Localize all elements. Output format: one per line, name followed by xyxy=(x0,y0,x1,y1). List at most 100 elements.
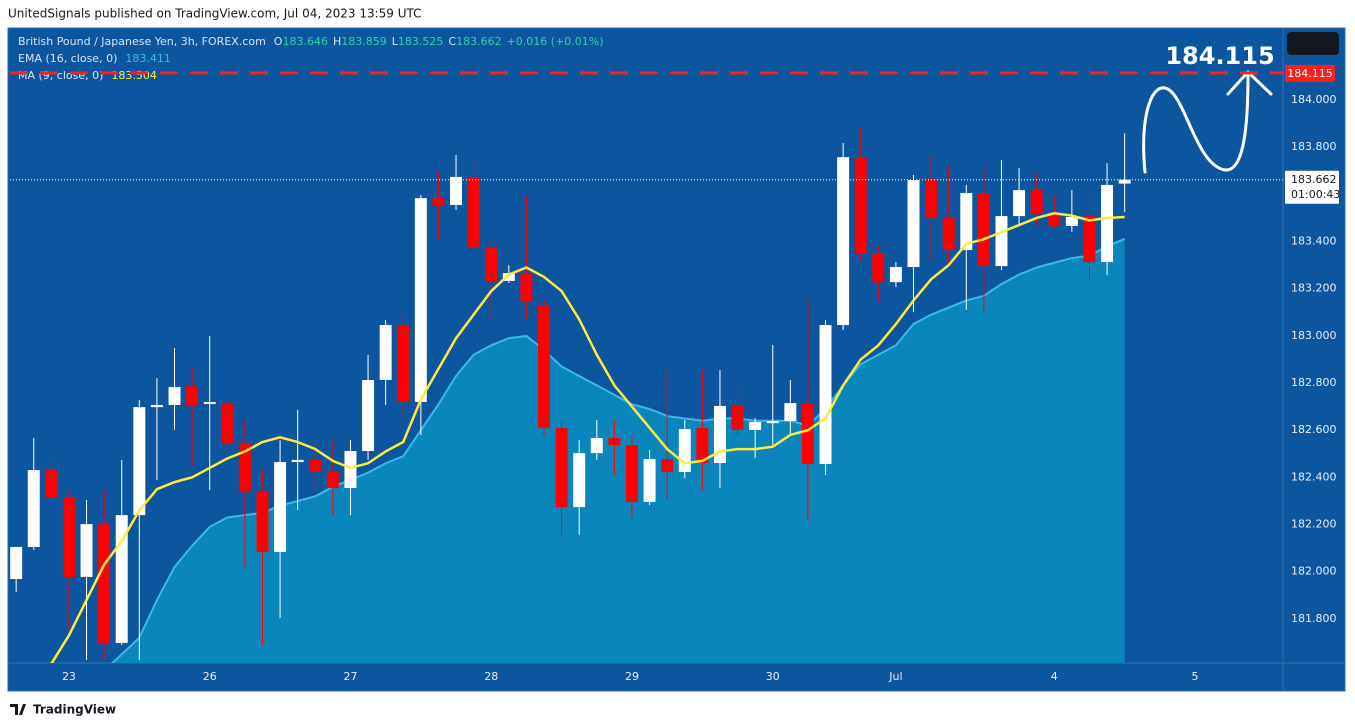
legend-value: 183.504 xyxy=(111,69,157,82)
target-annotation: 184.115 xyxy=(1165,42,1274,70)
candle-body xyxy=(801,403,814,464)
x-tick-label: 30 xyxy=(766,670,780,683)
ohlc-value: 183.646 xyxy=(282,35,328,48)
y-tick-label: 182.600 xyxy=(1291,423,1337,436)
candle-body xyxy=(1048,213,1061,226)
candle-body xyxy=(115,515,128,643)
legend-name: MA (9, close, 0) xyxy=(18,69,103,82)
candle-body xyxy=(467,176,480,247)
candle-body xyxy=(1083,215,1096,263)
candle-body xyxy=(203,401,216,405)
candle-body xyxy=(960,192,973,251)
countdown: 01:00:43 xyxy=(1291,188,1340,201)
ohlc-value: 183.859 xyxy=(341,35,387,48)
candle-body xyxy=(80,524,93,577)
candle-body xyxy=(1030,190,1043,214)
legend-name: EMA (16, close, 0) xyxy=(18,52,117,65)
price-tag-label: 183.662 xyxy=(1291,173,1337,186)
candle-body xyxy=(696,428,709,464)
y-tick-label: 184.000 xyxy=(1291,93,1337,106)
candle-body xyxy=(309,459,322,472)
candle-body xyxy=(590,438,603,454)
y-tick-label: 182.000 xyxy=(1291,565,1337,578)
x-tick-label: 5 xyxy=(1192,670,1199,683)
candle-body xyxy=(326,471,339,489)
x-tick-label: 23 xyxy=(62,670,76,683)
candle-body xyxy=(274,462,287,552)
brand-logo xyxy=(10,704,26,715)
candle-body xyxy=(1065,217,1078,226)
candle-body xyxy=(502,273,515,281)
overlay-box xyxy=(1287,32,1339,55)
candle-body xyxy=(977,192,990,267)
candle-body xyxy=(362,379,375,451)
x-tick-label: 27 xyxy=(343,670,357,683)
candle-body xyxy=(907,179,920,268)
candle-body xyxy=(397,325,410,402)
ohlc-letter: H xyxy=(333,35,341,48)
y-tick-label: 182.800 xyxy=(1291,376,1337,389)
candle-body xyxy=(643,458,656,502)
ohlc-letter: O xyxy=(274,35,283,48)
candle-body xyxy=(942,217,955,251)
ohlc-value: 183.525 xyxy=(398,35,444,48)
candle-body xyxy=(168,387,181,405)
ema-line xyxy=(110,238,1126,663)
x-tick-label: 28 xyxy=(484,670,498,683)
plot-area xyxy=(10,128,1131,663)
legend-ma: MA (9, close, 0) 183.504 xyxy=(18,69,157,82)
candle-body xyxy=(819,325,832,464)
y-tick-label: 182.200 xyxy=(1291,518,1337,531)
candle-body xyxy=(749,421,762,430)
candle-body xyxy=(995,216,1008,267)
candle-body xyxy=(731,405,744,430)
axes: 181.800 182.000 182.200 182.400 182.600 182.8… xyxy=(62,93,1337,683)
candle-body xyxy=(1013,190,1026,217)
x-tick-label: 4 xyxy=(1051,670,1058,683)
candle-body xyxy=(889,267,902,283)
candle-body xyxy=(837,157,850,326)
candle-body xyxy=(150,404,163,408)
change: +0.016 (+0.01%) xyxy=(507,35,604,48)
candle-body xyxy=(872,253,885,283)
candle-body xyxy=(133,407,146,516)
candle-body xyxy=(98,524,111,643)
candle-body xyxy=(1118,179,1131,184)
candle-body xyxy=(238,442,251,493)
candle-body xyxy=(485,246,498,283)
candle-body xyxy=(608,438,621,446)
candle-body xyxy=(450,176,463,205)
target-tag-label: 184.115 xyxy=(1287,67,1333,80)
candle-body xyxy=(555,428,568,508)
candle-body xyxy=(186,386,199,405)
ma-line xyxy=(50,211,1125,663)
candle-body xyxy=(414,198,427,402)
target-tag xyxy=(1285,64,1335,82)
candle-body xyxy=(713,405,726,464)
candle-body xyxy=(626,445,638,502)
brand-name: TradingView xyxy=(33,703,116,717)
candle-body xyxy=(925,179,938,218)
y-tick-label: 181.800 xyxy=(1291,612,1337,625)
candle-body xyxy=(291,459,304,463)
y-tick-label: 183.800 xyxy=(1291,140,1337,153)
candle-body xyxy=(538,304,550,429)
legend-value: 183.411 xyxy=(125,52,171,65)
x-tick-label: 29 xyxy=(625,670,639,683)
candle-body xyxy=(379,325,392,380)
candle-body xyxy=(766,421,779,424)
candle-body xyxy=(256,492,269,552)
candle-body xyxy=(344,450,357,489)
candle-body xyxy=(221,403,234,443)
ema-area xyxy=(16,238,1125,663)
candle-body xyxy=(854,157,867,254)
ohlc-letter: C xyxy=(448,35,456,48)
publish-note: UnitedSignals published on TradingView.c… xyxy=(8,7,422,21)
candle-body xyxy=(573,453,586,508)
x-tick-label: 26 xyxy=(203,670,217,683)
candle-body xyxy=(45,470,58,497)
candle-body xyxy=(62,496,75,577)
x-tick-label: Jul xyxy=(888,670,902,683)
candle-body xyxy=(784,403,797,422)
